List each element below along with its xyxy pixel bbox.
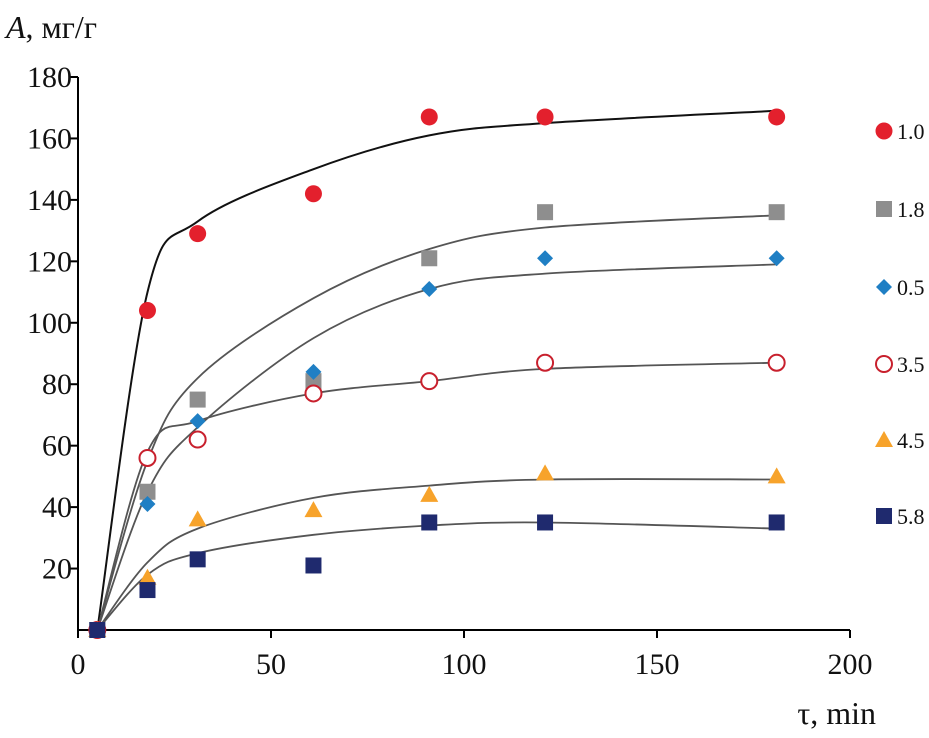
legend-item-0.5: 0.5 xyxy=(876,275,925,300)
data-points xyxy=(88,108,786,639)
y-tick-label: 160 xyxy=(27,122,72,155)
point-1.0 xyxy=(189,225,207,243)
y-tick-label: 100 xyxy=(27,307,72,340)
point-3.5 xyxy=(536,353,555,372)
point-1.8 xyxy=(421,250,438,267)
y-tick-label: 180 xyxy=(27,61,72,94)
legend-label: 1.0 xyxy=(897,119,925,144)
point-5.8 xyxy=(189,551,206,568)
point-0.5 xyxy=(421,280,438,297)
y-axis-unit: , мг/г xyxy=(26,9,97,45)
point-3.5 xyxy=(420,372,439,391)
legend-label: 4.5 xyxy=(897,428,925,453)
point-4.5 xyxy=(420,485,439,502)
point-1.0 xyxy=(768,108,786,126)
point-1.8 xyxy=(139,483,156,500)
legend-label: 0.5 xyxy=(897,275,925,300)
axes: 20 40 60 80 100 120 140 160 180 0 50 100 150 200 xyxy=(27,61,873,681)
point-1.0 xyxy=(304,185,322,203)
point-3.5 xyxy=(138,448,157,467)
y-tick-label: 80 xyxy=(42,368,72,401)
point-1.8 xyxy=(189,391,206,408)
x-tick-label: 50 xyxy=(256,648,286,681)
legend-label: 5.8 xyxy=(897,504,925,529)
x-tick-label: 0 xyxy=(71,648,86,681)
point-0.5 xyxy=(768,250,785,267)
fit-curve-4.5 xyxy=(96,478,777,631)
point-0.5 xyxy=(189,413,206,430)
point-3.5 xyxy=(767,353,786,372)
point-4.5 xyxy=(138,568,157,585)
y-tick-label: 60 xyxy=(42,430,72,463)
legend-marker xyxy=(876,201,892,217)
legend-marker xyxy=(875,431,893,447)
point-1.8 xyxy=(305,373,322,390)
legend-item-5.8: 5.8 xyxy=(876,504,925,529)
legend-item-1.0: 1.0 xyxy=(875,119,925,144)
fit-curve-5.8 xyxy=(96,521,777,631)
point-4.5 xyxy=(304,501,323,518)
point-5.8 xyxy=(537,514,554,531)
point-0.5 xyxy=(537,250,554,267)
point-1.8 xyxy=(768,204,785,221)
legend-marker xyxy=(875,122,893,140)
y-axis-title: A, мг/г xyxy=(4,9,97,45)
point-3.5 xyxy=(304,384,323,403)
point-5.8 xyxy=(768,514,785,531)
point-4.5 xyxy=(188,510,207,527)
point-0.5 xyxy=(305,363,322,380)
legend-marker xyxy=(875,355,893,373)
point-5.8 xyxy=(305,557,322,574)
legend-item-1.8: 1.8 xyxy=(876,197,925,222)
legend-item-3.5: 3.5 xyxy=(875,352,925,377)
point-5.8 xyxy=(89,622,106,638)
x-tick-label: 150 xyxy=(635,648,680,681)
point-4.5 xyxy=(536,464,555,481)
point-1.8 xyxy=(537,204,554,221)
point-1.0 xyxy=(420,108,438,126)
legend-marker xyxy=(876,279,892,295)
x-axis-title: τ, min xyxy=(797,695,876,731)
legend-item-4.5: 4.5 xyxy=(875,428,925,453)
y-tick-label: 40 xyxy=(42,491,72,524)
legend-label: 1.8 xyxy=(897,197,925,222)
y-axis-variable: A xyxy=(4,9,26,45)
x-tick-label: 200 xyxy=(828,648,873,681)
point-4.5 xyxy=(767,467,786,484)
x-tick-label: 100 xyxy=(442,648,487,681)
point-5.8 xyxy=(139,582,156,599)
legend-label: 3.5 xyxy=(897,352,925,377)
y-tick-label: 20 xyxy=(42,553,72,586)
legend: 1.0 1.8 0.5 3.5 4.5 5.8 xyxy=(875,119,925,529)
point-1.0 xyxy=(536,108,554,126)
point-3.5 xyxy=(188,430,207,449)
point-0.5 xyxy=(139,496,156,513)
point-5.8 xyxy=(421,514,438,531)
y-tick-label: 140 xyxy=(27,184,72,217)
legend-marker xyxy=(876,508,892,524)
fit-curve-1.0 xyxy=(96,109,777,631)
point-1.0 xyxy=(138,301,156,319)
y-tick-label: 120 xyxy=(27,245,72,278)
